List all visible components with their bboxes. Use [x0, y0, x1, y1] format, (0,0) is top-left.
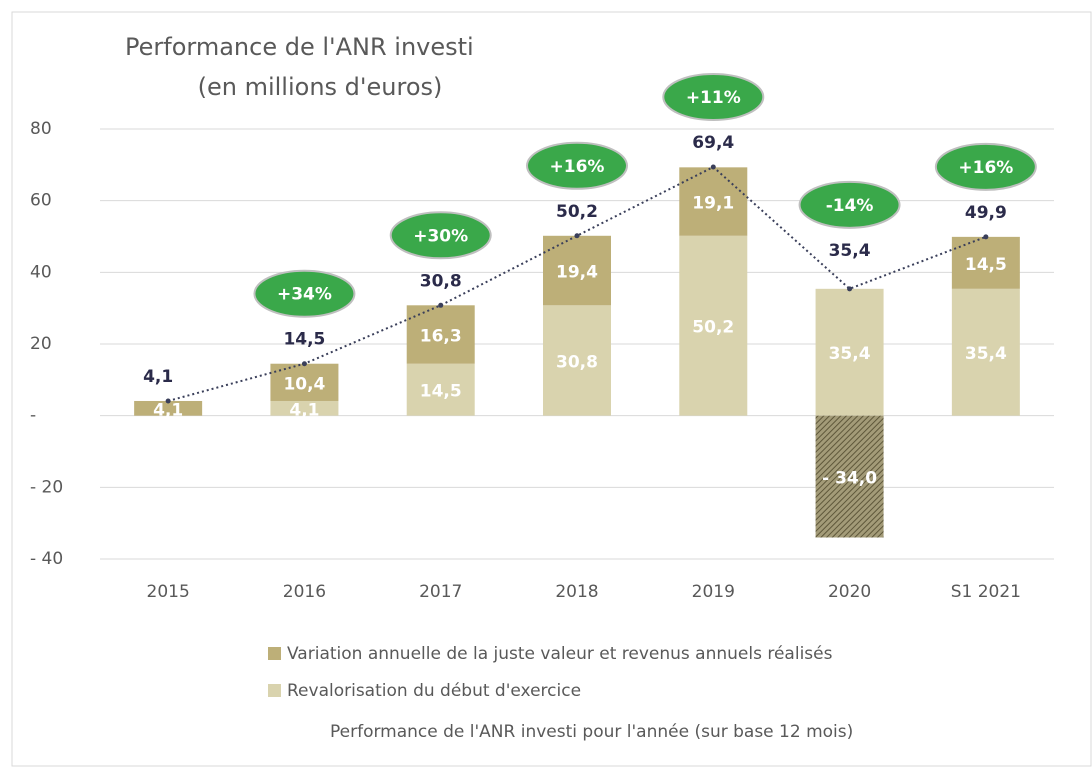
data-label: 4,1 — [153, 400, 183, 420]
performance-oval — [526, 141, 628, 190]
total-label: 14,5 — [283, 330, 325, 350]
data-label: 14,5 — [965, 255, 1007, 275]
total-point — [438, 302, 444, 308]
x-tick-label: 2017 — [419, 582, 462, 602]
x-tick-label: 2018 — [555, 582, 598, 602]
data-label: 19,1 — [692, 194, 734, 214]
x-tick-label: 2020 — [828, 582, 871, 602]
total-point — [847, 286, 853, 292]
data-label: 4,1 — [289, 400, 319, 420]
performance-oval — [798, 180, 901, 229]
performance-label: +30% — [413, 226, 468, 246]
bar-segment — [134, 400, 203, 416]
bar-segment — [543, 305, 611, 416]
performance-label: -14% — [826, 196, 874, 216]
bar-segment — [951, 236, 1020, 289]
x-tick-label: 2019 — [692, 582, 735, 602]
chart-subtitle: (en millions d'euros) — [198, 73, 443, 101]
y-tick-label: 40 — [30, 262, 52, 282]
y-tick-label: 20 — [30, 334, 52, 354]
bar-segment — [270, 400, 339, 416]
total-point — [710, 164, 716, 170]
total-label: 49,9 — [965, 203, 1007, 223]
data-label: 10,4 — [283, 374, 325, 394]
y-tick-label: - — [30, 406, 36, 426]
performance-label: +16% — [550, 157, 605, 177]
performance-oval — [253, 269, 356, 318]
performance-oval — [934, 142, 1037, 191]
bar-segment — [270, 363, 339, 401]
legend-label: Performance de l'ANR investi pour l'anné… — [330, 722, 853, 742]
bar-segment — [815, 415, 884, 538]
bar-segment — [679, 235, 748, 416]
data-label: 14,5 — [420, 382, 462, 402]
total-point — [165, 398, 171, 404]
x-tick-label: 2016 — [283, 582, 326, 602]
total-point — [983, 234, 989, 240]
performance-label: +34% — [277, 285, 332, 305]
total-point — [301, 361, 307, 367]
total-label: 50,2 — [556, 202, 598, 222]
legend-label: Revalorisation du début d'exercice — [287, 681, 581, 701]
bar-segment — [815, 288, 884, 416]
chart-title: Performance de l'ANR investi — [125, 33, 474, 61]
legend-swatch — [268, 647, 281, 660]
data-label: 35,4 — [829, 344, 871, 364]
y-tick-label: 60 — [30, 191, 52, 211]
y-tick-label: - 20 — [30, 477, 63, 497]
legend-label: Variation annuelle de la juste valeur et… — [287, 644, 833, 664]
performance-oval — [662, 72, 765, 121]
data-label: 30,8 — [556, 352, 598, 372]
y-tick-label: - 40 — [30, 549, 63, 569]
data-label: 50,2 — [692, 318, 734, 338]
bar-segment — [406, 305, 475, 364]
performance-label: +16% — [958, 158, 1013, 178]
legend-swatch — [268, 684, 281, 697]
data-label: 35,4 — [965, 344, 1007, 364]
bar-segment — [679, 167, 748, 236]
bar-segment — [543, 235, 611, 306]
data-label: 16,3 — [420, 327, 462, 347]
x-tick-label: S1 2021 — [951, 582, 1021, 602]
performance-oval — [389, 211, 492, 260]
total-label: 35,4 — [829, 241, 871, 261]
total-label: 4,1 — [143, 367, 173, 387]
total-point — [574, 233, 580, 239]
data-label: 19,4 — [556, 263, 598, 283]
bar-segment — [406, 363, 475, 416]
bar-segment — [951, 288, 1020, 416]
data-label: - 34,0 — [822, 469, 877, 489]
total-label: 30,8 — [420, 271, 462, 291]
x-tick-label: 2015 — [147, 582, 190, 602]
total-label: 69,4 — [692, 133, 734, 153]
y-tick-label: 80 — [30, 119, 52, 139]
performance-label: +11% — [686, 88, 741, 108]
